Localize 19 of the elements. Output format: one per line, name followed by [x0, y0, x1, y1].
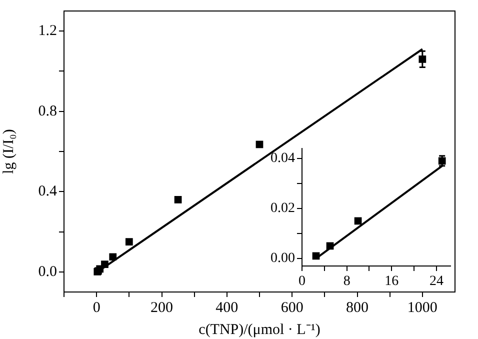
y-tick-label: 0.8	[38, 103, 57, 120]
x-tick-label: 400	[216, 300, 238, 316]
x-tick-label: 0	[298, 274, 306, 290]
x-tick-label: 8	[343, 274, 350, 290]
x-tick-label: 0	[92, 300, 100, 316]
y-axis-title: lg (I/I₀)	[0, 129, 17, 174]
y-tick-label: 0.04	[270, 151, 295, 166]
y-tick-label: 0.0	[38, 264, 57, 280]
x-tick-label: 200	[150, 300, 173, 316]
x-tick-label: 16	[384, 274, 399, 290]
y-tick-label: 0.00	[270, 251, 295, 266]
x-tick-label: 800	[346, 300, 368, 316]
y-tick-label: 1.2	[38, 23, 57, 40]
x-axis-title: c(TNP)/(μmol · L⁻¹)	[198, 322, 320, 338]
y-tick-label: 0.4	[38, 184, 58, 200]
x-tick-label: 24	[429, 274, 444, 290]
x-tick-label: 600	[280, 300, 304, 316]
x-tick-label: 1000	[407, 300, 438, 316]
y-tick-label: 0.02	[270, 201, 295, 216]
